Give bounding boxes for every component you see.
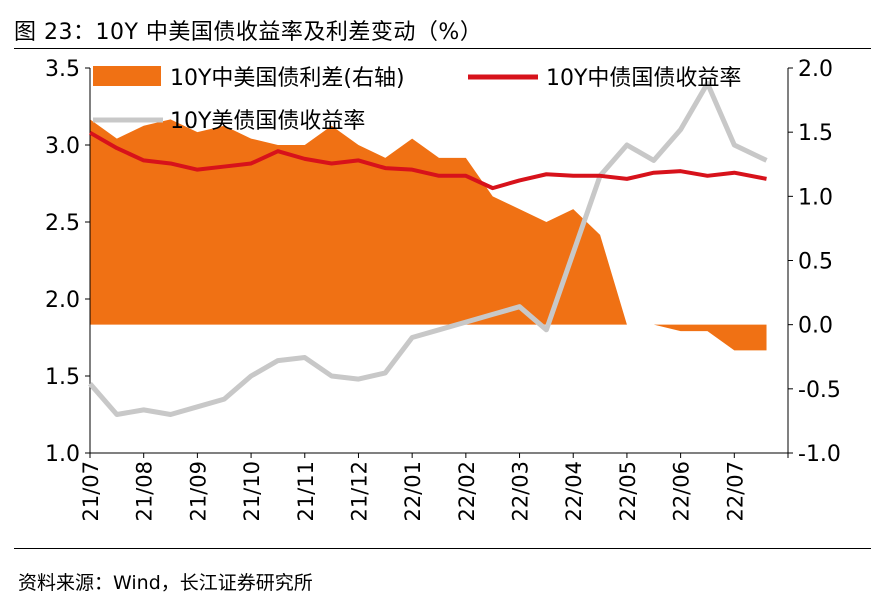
legend-label-cn-yield: 10Y中债国债收益率 bbox=[546, 66, 741, 91]
left-tick-label: 1.0 bbox=[45, 442, 80, 467]
right-tick-label: -0.5 bbox=[798, 378, 841, 403]
legend-label-spread: 10Y中美国债利差(右轴) bbox=[170, 66, 405, 91]
axes-layer: 1.0 1.5 2.0 2.5 3.0 3.5 -1.0 -0.5 0.0 0.5 1.0 1.5 2.… bbox=[45, 57, 841, 522]
chart: 1.0 1.5 2.0 2.5 3.0 3.5 -1.0 -0.5 0.0 0.5 1.0 1.5 2.… bbox=[45, 57, 841, 522]
legend-label-us-yield: 10Y美债国债收益率 bbox=[170, 109, 365, 134]
x-tick-label: 21/08 bbox=[133, 461, 157, 522]
us-yield-line bbox=[88, 80, 768, 417]
x-tick-label: 22/02 bbox=[455, 461, 479, 522]
left-tick-label: 2.0 bbox=[45, 288, 80, 313]
title-rule bbox=[14, 48, 871, 49]
right-tick-label: 0.0 bbox=[798, 314, 833, 339]
right-tick-label: -1.0 bbox=[798, 442, 841, 467]
left-tick-label: 3.5 bbox=[45, 57, 80, 82]
right-tick-label: 1.5 bbox=[798, 121, 833, 146]
legend: 10Y中美国债利差(右轴) 10Y中债国债收益率 10Y美债国债收益率 bbox=[93, 66, 741, 134]
x-tick-label: 21/11 bbox=[294, 461, 318, 522]
x-tick-label: 22/06 bbox=[670, 461, 694, 522]
x-tick-label: 21/10 bbox=[240, 461, 264, 522]
x-tick-label: 21/07 bbox=[79, 461, 103, 522]
left-tick-label: 1.5 bbox=[45, 365, 80, 390]
x-tick-label: 22/04 bbox=[562, 461, 586, 522]
right-tick-label: 1.0 bbox=[798, 185, 833, 210]
source-note: 资料来源：Wind，长江证券研究所 bbox=[18, 572, 313, 594]
figure-title: 图 23：10Y 中美国债收益率及利差变动（%） bbox=[14, 20, 483, 45]
spread-area bbox=[90, 119, 767, 351]
cn-yield-line bbox=[89, 130, 767, 191]
series-lines-layer bbox=[88, 80, 768, 417]
x-tick-label: 21/09 bbox=[186, 461, 210, 522]
x-tick-label: 22/05 bbox=[616, 461, 640, 522]
x-tick-label: 22/03 bbox=[509, 461, 533, 522]
spread-area-layer bbox=[90, 119, 767, 351]
left-tick-label: 3.0 bbox=[45, 134, 80, 159]
right-tick-label: 2.0 bbox=[798, 57, 833, 82]
left-tick-label: 2.5 bbox=[45, 211, 80, 236]
x-tick-label: 21/12 bbox=[347, 461, 371, 522]
source-rule bbox=[14, 548, 871, 549]
x-tick-label: 22/01 bbox=[401, 461, 425, 522]
right-tick-label: 0.5 bbox=[798, 250, 833, 275]
x-tick-label: 22/07 bbox=[723, 461, 747, 522]
legend-swatch-spread bbox=[93, 66, 161, 86]
